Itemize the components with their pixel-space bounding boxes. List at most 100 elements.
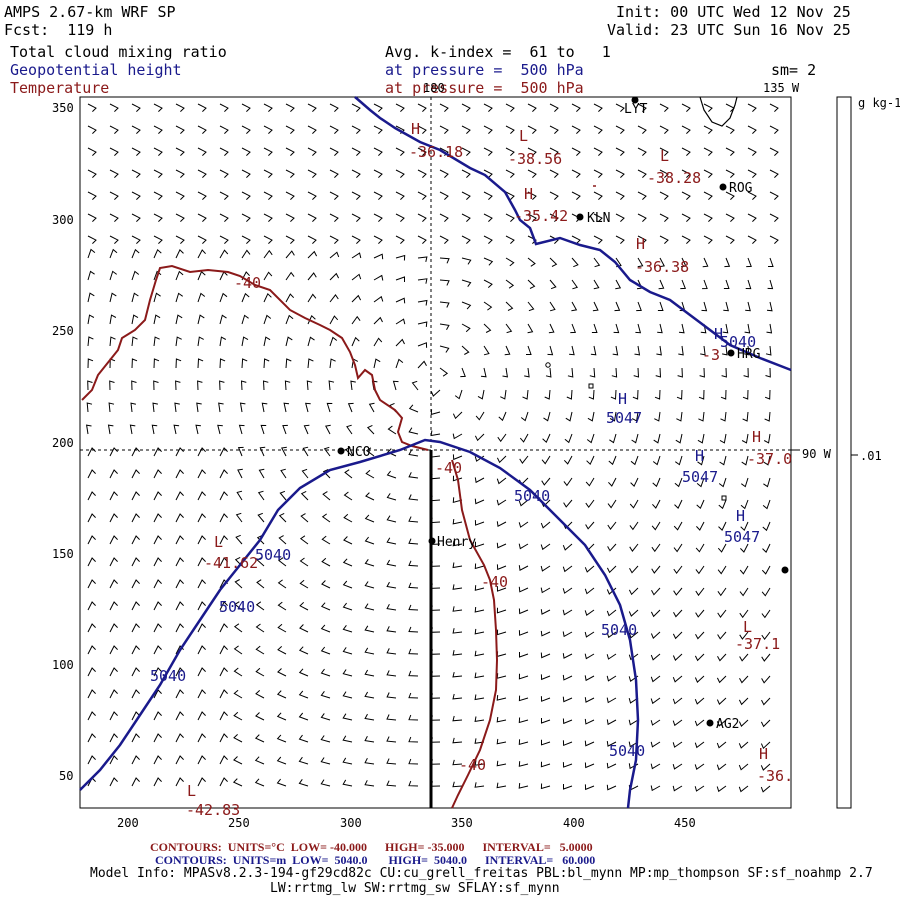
wind-barb <box>571 103 581 112</box>
high-marker: H <box>752 428 762 446</box>
wind-barb <box>527 323 534 334</box>
wind-barb <box>408 404 419 413</box>
wind-barb <box>343 513 353 523</box>
wind-barb <box>321 580 331 589</box>
wind-barb <box>628 609 639 617</box>
wind-barb <box>630 455 639 466</box>
wind-barb <box>239 402 246 413</box>
wind-barb <box>739 587 749 597</box>
wind-barb <box>326 402 333 413</box>
temp-label: -36.38 <box>635 258 690 276</box>
high-marker: H <box>411 120 421 138</box>
wind-barb <box>175 733 184 743</box>
wind-barb <box>474 477 485 484</box>
wind-barb <box>518 739 529 745</box>
wind-barb <box>545 367 552 378</box>
wind-barb <box>197 733 206 743</box>
wind-barb <box>197 169 207 178</box>
wind-barb <box>321 535 331 545</box>
x-tick-300: 300 <box>340 816 362 830</box>
wind-barb <box>408 780 419 787</box>
wind-barb <box>219 469 228 479</box>
wind-barb <box>408 670 419 677</box>
wind-barb <box>285 147 295 156</box>
wind-barb <box>761 631 771 641</box>
station-dot <box>706 719 714 727</box>
wind-barb <box>474 782 485 788</box>
wind-barb <box>131 447 140 457</box>
wind-barb <box>719 433 727 444</box>
wind-barb <box>217 424 223 435</box>
wind-barb <box>659 103 669 112</box>
wind-barb <box>474 498 485 505</box>
wind-barb <box>109 601 118 611</box>
wind-barb <box>263 169 273 178</box>
wind-barb <box>373 274 384 281</box>
wind-barb <box>408 758 419 765</box>
wind-barb <box>256 534 265 545</box>
wind-barb <box>739 609 749 619</box>
wind-barb <box>483 345 490 356</box>
wind-barb <box>197 689 206 699</box>
lon-label-135w: 135 W <box>763 81 800 95</box>
wind-barb <box>263 191 273 200</box>
wind-barb <box>131 535 140 545</box>
wind-barb <box>527 191 537 200</box>
wind-barb <box>408 560 419 567</box>
wind-barb <box>628 587 639 596</box>
station-label: AG2 <box>716 717 740 732</box>
wind-barb <box>439 191 449 200</box>
wind-barb <box>329 315 339 325</box>
wind-barb <box>593 235 603 244</box>
wind-barb <box>496 586 507 592</box>
wind-barb <box>681 213 691 222</box>
wind-barb <box>629 499 639 509</box>
wind-barb <box>299 579 309 589</box>
temp-pressure-level: at pressure = 500 hPa <box>385 79 584 97</box>
wind-barb <box>768 257 774 267</box>
wind-barb <box>680 279 687 290</box>
wind-barb <box>496 651 507 658</box>
wind-barb <box>703 169 713 178</box>
wind-barb <box>505 279 515 289</box>
wind-barb <box>263 103 273 112</box>
low-marker: L <box>187 782 197 800</box>
wind-barb <box>197 711 206 721</box>
wind-barb <box>131 292 139 303</box>
wind-barb <box>694 653 705 662</box>
wind-barb <box>593 125 603 134</box>
wind-barb <box>439 169 449 178</box>
wind-barb <box>747 191 757 200</box>
wind-barb <box>329 191 339 200</box>
wind-barb <box>761 697 771 706</box>
wind-barb <box>452 737 463 744</box>
wind-barb <box>725 169 735 178</box>
wind-barb <box>611 367 618 378</box>
wind-barb <box>322 491 331 501</box>
wind-barb <box>408 494 419 501</box>
wind-barb <box>87 358 94 369</box>
wind-barb <box>584 675 595 682</box>
wind-barb <box>109 447 118 457</box>
wind-barb <box>197 447 206 457</box>
wind-barb <box>131 147 141 156</box>
wind-barb <box>477 389 485 400</box>
wind-barb <box>738 785 749 793</box>
wind-barb <box>585 499 595 509</box>
wind-barb <box>584 631 595 638</box>
wind-barb <box>519 652 529 658</box>
wind-barb <box>386 626 397 633</box>
wind-barb <box>87 125 97 134</box>
wind-barb <box>321 513 331 523</box>
wind-barb <box>175 777 184 787</box>
temp-label: -35.42 <box>514 207 569 225</box>
wind-barb <box>563 784 573 790</box>
wind-barb <box>197 623 206 633</box>
wind-barb <box>496 629 507 636</box>
wind-barb <box>329 336 338 347</box>
wind-barb <box>498 411 507 422</box>
wind-barb <box>87 667 96 677</box>
wind-barb <box>373 235 383 244</box>
station-label: NCO <box>347 445 371 460</box>
